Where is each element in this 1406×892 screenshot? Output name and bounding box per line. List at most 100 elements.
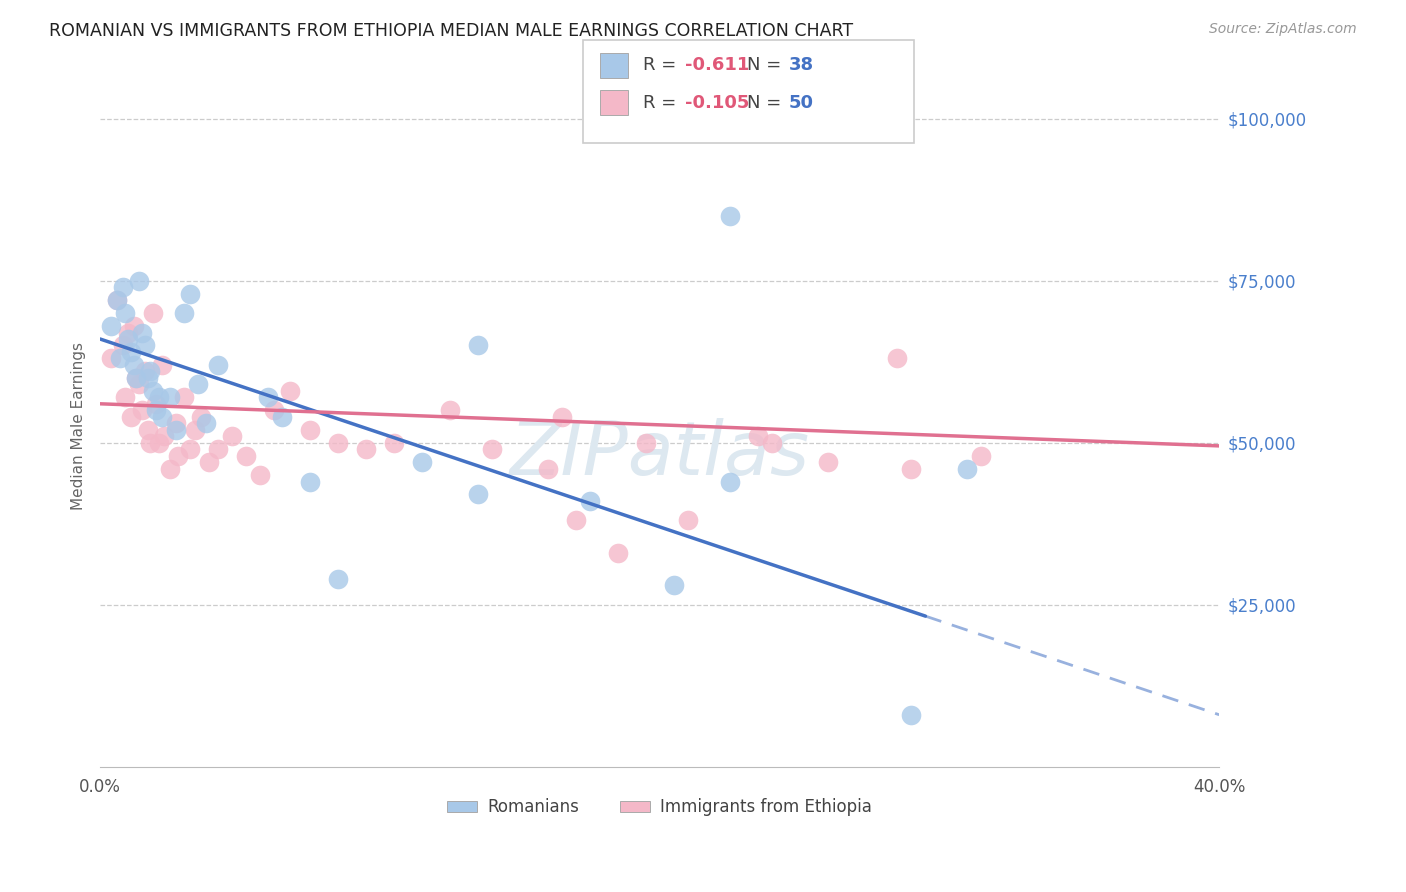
Point — [165, 423, 187, 437]
Point — [263, 403, 285, 417]
Point — [886, 351, 908, 366]
Point — [148, 435, 170, 450]
Point — [956, 461, 979, 475]
Point — [111, 338, 134, 352]
Point — [207, 442, 229, 457]
Point — [662, 578, 685, 592]
Point — [207, 358, 229, 372]
Point — [280, 384, 302, 398]
Point — [481, 442, 503, 457]
Point — [139, 364, 162, 378]
Point — [578, 494, 600, 508]
Point — [326, 572, 349, 586]
Point — [298, 423, 321, 437]
Text: R =: R = — [643, 56, 682, 74]
Point — [139, 435, 162, 450]
Point — [150, 409, 173, 424]
Point — [249, 468, 271, 483]
Point — [125, 371, 148, 385]
Point — [326, 435, 349, 450]
Point — [187, 377, 209, 392]
Point — [900, 707, 922, 722]
Point — [148, 390, 170, 404]
Point — [564, 513, 586, 527]
Point — [198, 455, 221, 469]
Point — [439, 403, 461, 417]
Point — [537, 461, 560, 475]
Point — [634, 435, 657, 450]
Point — [467, 338, 489, 352]
Point — [235, 449, 257, 463]
Point — [131, 326, 153, 340]
Point — [159, 390, 181, 404]
Text: N =: N = — [747, 94, 786, 112]
Point — [179, 442, 201, 457]
Point — [165, 416, 187, 430]
Text: ZIPatlas: ZIPatlas — [509, 417, 810, 490]
Point — [114, 306, 136, 320]
Point — [676, 513, 699, 527]
Point — [817, 455, 839, 469]
Point — [128, 274, 150, 288]
Point — [105, 293, 128, 307]
Point — [136, 423, 159, 437]
Point — [100, 351, 122, 366]
Text: -0.105: -0.105 — [685, 94, 749, 112]
Point — [128, 377, 150, 392]
Point — [221, 429, 243, 443]
Point — [108, 351, 131, 366]
Point — [382, 435, 405, 450]
Point — [195, 416, 218, 430]
Point — [970, 449, 993, 463]
Point — [718, 475, 741, 489]
Point — [718, 209, 741, 223]
Text: Source: ZipAtlas.com: Source: ZipAtlas.com — [1209, 22, 1357, 37]
Point — [184, 423, 207, 437]
Point — [271, 409, 294, 424]
Point — [145, 403, 167, 417]
Point — [131, 403, 153, 417]
Point — [125, 371, 148, 385]
Point — [134, 364, 156, 378]
Point — [747, 429, 769, 443]
Legend: Romanians, Immigrants from Ethiopia: Romanians, Immigrants from Ethiopia — [440, 791, 879, 822]
Point — [111, 280, 134, 294]
Point — [120, 345, 142, 359]
Point — [257, 390, 280, 404]
Point — [467, 487, 489, 501]
Point — [122, 358, 145, 372]
Point — [145, 397, 167, 411]
Point — [117, 326, 139, 340]
Point — [173, 390, 195, 404]
Point — [142, 306, 165, 320]
Point — [142, 384, 165, 398]
Text: 38: 38 — [789, 56, 814, 74]
Point — [173, 306, 195, 320]
Point — [354, 442, 377, 457]
Point — [159, 461, 181, 475]
Point — [134, 338, 156, 352]
Y-axis label: Median Male Earnings: Median Male Earnings — [72, 343, 86, 510]
Point — [120, 409, 142, 424]
Point — [100, 319, 122, 334]
Point — [150, 358, 173, 372]
Point — [190, 409, 212, 424]
Point — [900, 461, 922, 475]
Point — [153, 429, 176, 443]
Text: ROMANIAN VS IMMIGRANTS FROM ETHIOPIA MEDIAN MALE EARNINGS CORRELATION CHART: ROMANIAN VS IMMIGRANTS FROM ETHIOPIA MED… — [49, 22, 853, 40]
Point — [105, 293, 128, 307]
Point — [551, 409, 574, 424]
Point — [179, 286, 201, 301]
Point — [122, 319, 145, 334]
Point — [761, 435, 783, 450]
Point — [411, 455, 433, 469]
Point — [136, 371, 159, 385]
Point — [117, 332, 139, 346]
Text: -0.611: -0.611 — [685, 56, 749, 74]
Point — [298, 475, 321, 489]
Point — [606, 546, 628, 560]
Text: N =: N = — [747, 56, 786, 74]
Text: 50: 50 — [789, 94, 814, 112]
Point — [114, 390, 136, 404]
Text: R =: R = — [643, 94, 682, 112]
